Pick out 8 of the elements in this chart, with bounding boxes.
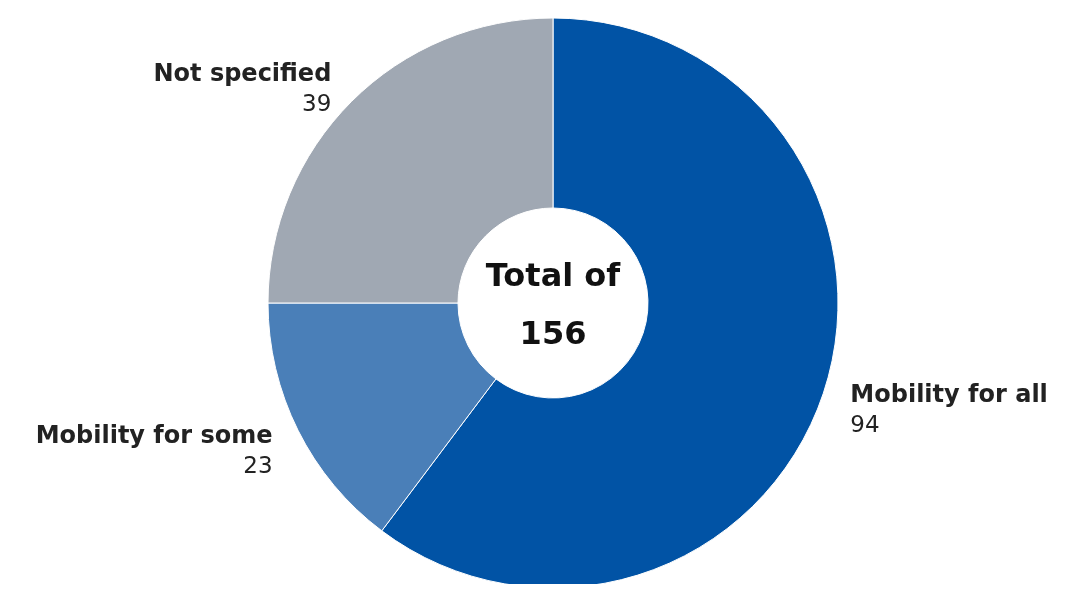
text: Total of <box>485 256 622 294</box>
slice-label: Mobility for some <box>35 421 273 450</box>
slice-label: Mobility for all <box>850 380 1048 409</box>
text: 156 <box>519 314 587 352</box>
data-label: 39 <box>302 90 332 117</box>
data-label: 23 <box>243 452 273 479</box>
data-label: 94 <box>850 411 880 438</box>
slice-label: Not specified <box>153 59 332 88</box>
